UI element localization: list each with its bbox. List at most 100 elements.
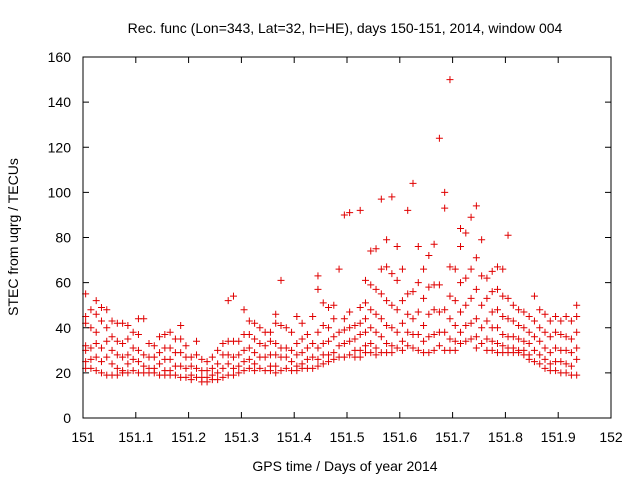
data-point: [224, 351, 232, 359]
data-point: [488, 337, 496, 345]
data-point: [108, 360, 116, 368]
data-point: [298, 319, 306, 327]
data-point: [546, 317, 554, 325]
data-point: [92, 297, 100, 305]
data-point: [272, 351, 280, 359]
data-point: [504, 294, 512, 302]
data-point: [119, 319, 127, 327]
data-point: [92, 340, 100, 348]
data-point: [435, 308, 443, 316]
data-point: [504, 231, 512, 239]
data-point: [97, 369, 105, 377]
data-point: [467, 213, 475, 221]
data-point: [483, 335, 491, 343]
data-point: [219, 373, 227, 381]
data-point: [425, 283, 433, 291]
data-point: [430, 306, 438, 314]
chart-title: Rec. func (Lon=343, Lat=32, h=HE), days …: [128, 20, 563, 36]
data-point: [530, 317, 538, 325]
data-point: [256, 364, 264, 372]
data-point: [383, 297, 391, 305]
data-point: [404, 290, 412, 298]
data-point: [340, 211, 348, 219]
data-point: [441, 204, 449, 212]
data-point: [272, 310, 280, 318]
data-point: [462, 274, 470, 282]
data-point: [441, 306, 449, 314]
data-point: [414, 308, 422, 316]
data-point: [478, 236, 486, 244]
data-point: [383, 236, 391, 244]
data-point: [430, 331, 438, 339]
data-point: [87, 306, 95, 314]
data-point: [235, 337, 243, 345]
data-point: [457, 279, 465, 287]
data-point: [467, 265, 475, 273]
data-point: [87, 355, 95, 363]
data-point: [430, 240, 438, 248]
data-point: [467, 335, 475, 343]
data-point: [404, 310, 412, 318]
data-point: [288, 346, 296, 354]
data-point: [446, 292, 454, 300]
data-point: [346, 308, 354, 316]
data-point: [467, 294, 475, 302]
data-point: [340, 353, 348, 361]
data-point: [351, 335, 359, 343]
data-point: [573, 371, 581, 379]
data-point: [372, 344, 380, 352]
data-point: [319, 360, 327, 368]
y-axis: 0 20 40 60 80 100 120 140 160: [48, 49, 611, 426]
data-point: [361, 299, 369, 307]
data-point: [472, 202, 480, 210]
data-point: [414, 346, 422, 354]
data-point: [414, 279, 422, 287]
data-point: [277, 276, 285, 284]
data-point: [229, 353, 237, 361]
data-point: [92, 310, 100, 318]
data-point: [97, 303, 105, 311]
data-point: [145, 340, 153, 348]
data-point: [377, 265, 385, 273]
data-point: [409, 288, 417, 296]
data-point: [272, 362, 280, 370]
data-point: [266, 328, 274, 336]
data-point: [235, 351, 243, 359]
data-point: [103, 353, 111, 361]
data-point: [330, 315, 338, 323]
data-point: [97, 317, 105, 325]
data-point: [530, 358, 538, 366]
data-point: [346, 324, 354, 332]
data-point: [541, 328, 549, 336]
data-point: [177, 349, 185, 357]
data-point: [393, 243, 401, 251]
data-point: [552, 312, 560, 320]
data-point: [314, 285, 322, 293]
data-point: [150, 342, 158, 350]
x-tick-label: 152: [599, 429, 623, 445]
data-point: [552, 328, 560, 336]
data-point: [124, 351, 132, 359]
data-point: [288, 328, 296, 336]
data-point: [256, 324, 264, 332]
data-point: [277, 367, 285, 375]
data-point: [251, 335, 259, 343]
data-point: [309, 312, 317, 320]
data-point: [340, 326, 348, 334]
data-point: [356, 319, 364, 327]
data-point: [282, 324, 290, 332]
data-point: [457, 328, 465, 336]
data-point: [309, 364, 317, 372]
data-point: [119, 353, 127, 361]
data-point: [166, 355, 174, 363]
data-point: [193, 337, 201, 345]
data-point: [541, 344, 549, 352]
data-point: [515, 335, 523, 343]
data-point: [356, 331, 364, 339]
data-point: [488, 267, 496, 275]
data-point: [398, 346, 406, 354]
data-point: [573, 312, 581, 320]
data-point: [552, 367, 560, 375]
data-point: [356, 206, 364, 214]
data-point: [488, 346, 496, 354]
